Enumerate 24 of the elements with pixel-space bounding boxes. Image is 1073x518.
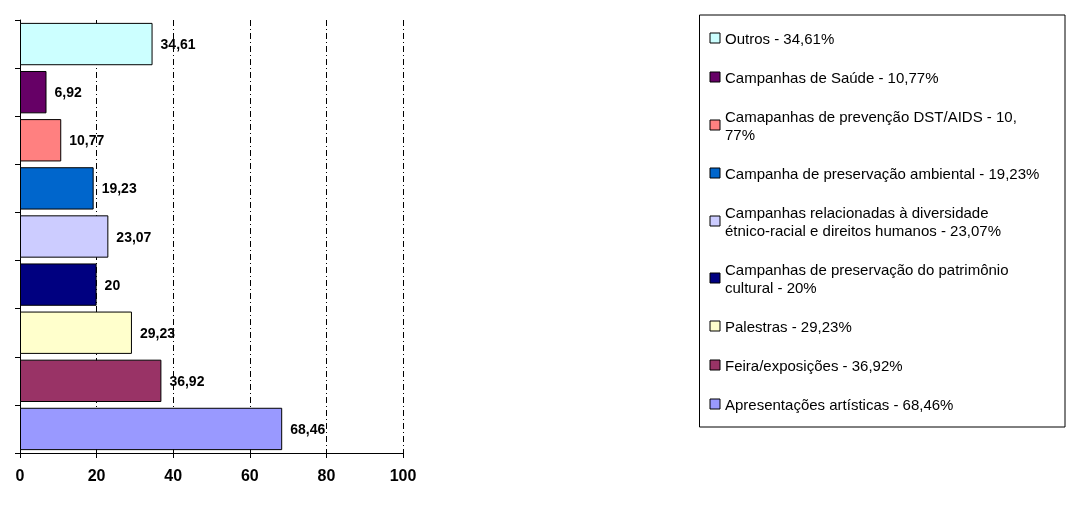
legend-label: Camapanhas de prevenção DST/AIDS - 10,77% [725,107,1017,143]
legend-label: Campanhas de preservação do patrimônio cultural - 20% [725,260,1013,296]
legend-label: Campanhas de Saúde - 10,77% [725,68,939,86]
x-tick-label: 100 [389,466,417,484]
x-tick-label: 20 [87,466,106,484]
x-tick-label: 40 [164,466,183,484]
data-label: 20 [104,276,121,293]
data-label: 6,92 [54,84,82,101]
data-label: 68,46 [290,420,326,437]
legend-label: Palestras - 29,23% [725,317,852,335]
data-label: 23,07 [116,228,152,245]
x-tick-label: 60 [240,466,259,484]
data-label: 29,23 [139,324,176,341]
legend-label: Campanhas relacionadas à diversidade étnico-racial e direitos humanos - 23,07% [725,203,1001,239]
data-label: 19,23 [101,180,137,197]
x-tick-label: 0 [15,466,25,484]
data-label: 34,61 [160,36,196,53]
legend-label: Feira/exposições - 36,92% [725,356,903,374]
data-label: 10,77 [69,132,105,149]
x-tick-label: 80 [317,466,336,484]
legend-label: Apresentações artísticas - 68,46% [725,395,954,413]
legend-label: Outros - 34,61% [725,29,835,47]
data-label: 36,92 [169,372,205,389]
legend-label: Campanha de preservação ambiental - 19,23% [725,164,1040,182]
